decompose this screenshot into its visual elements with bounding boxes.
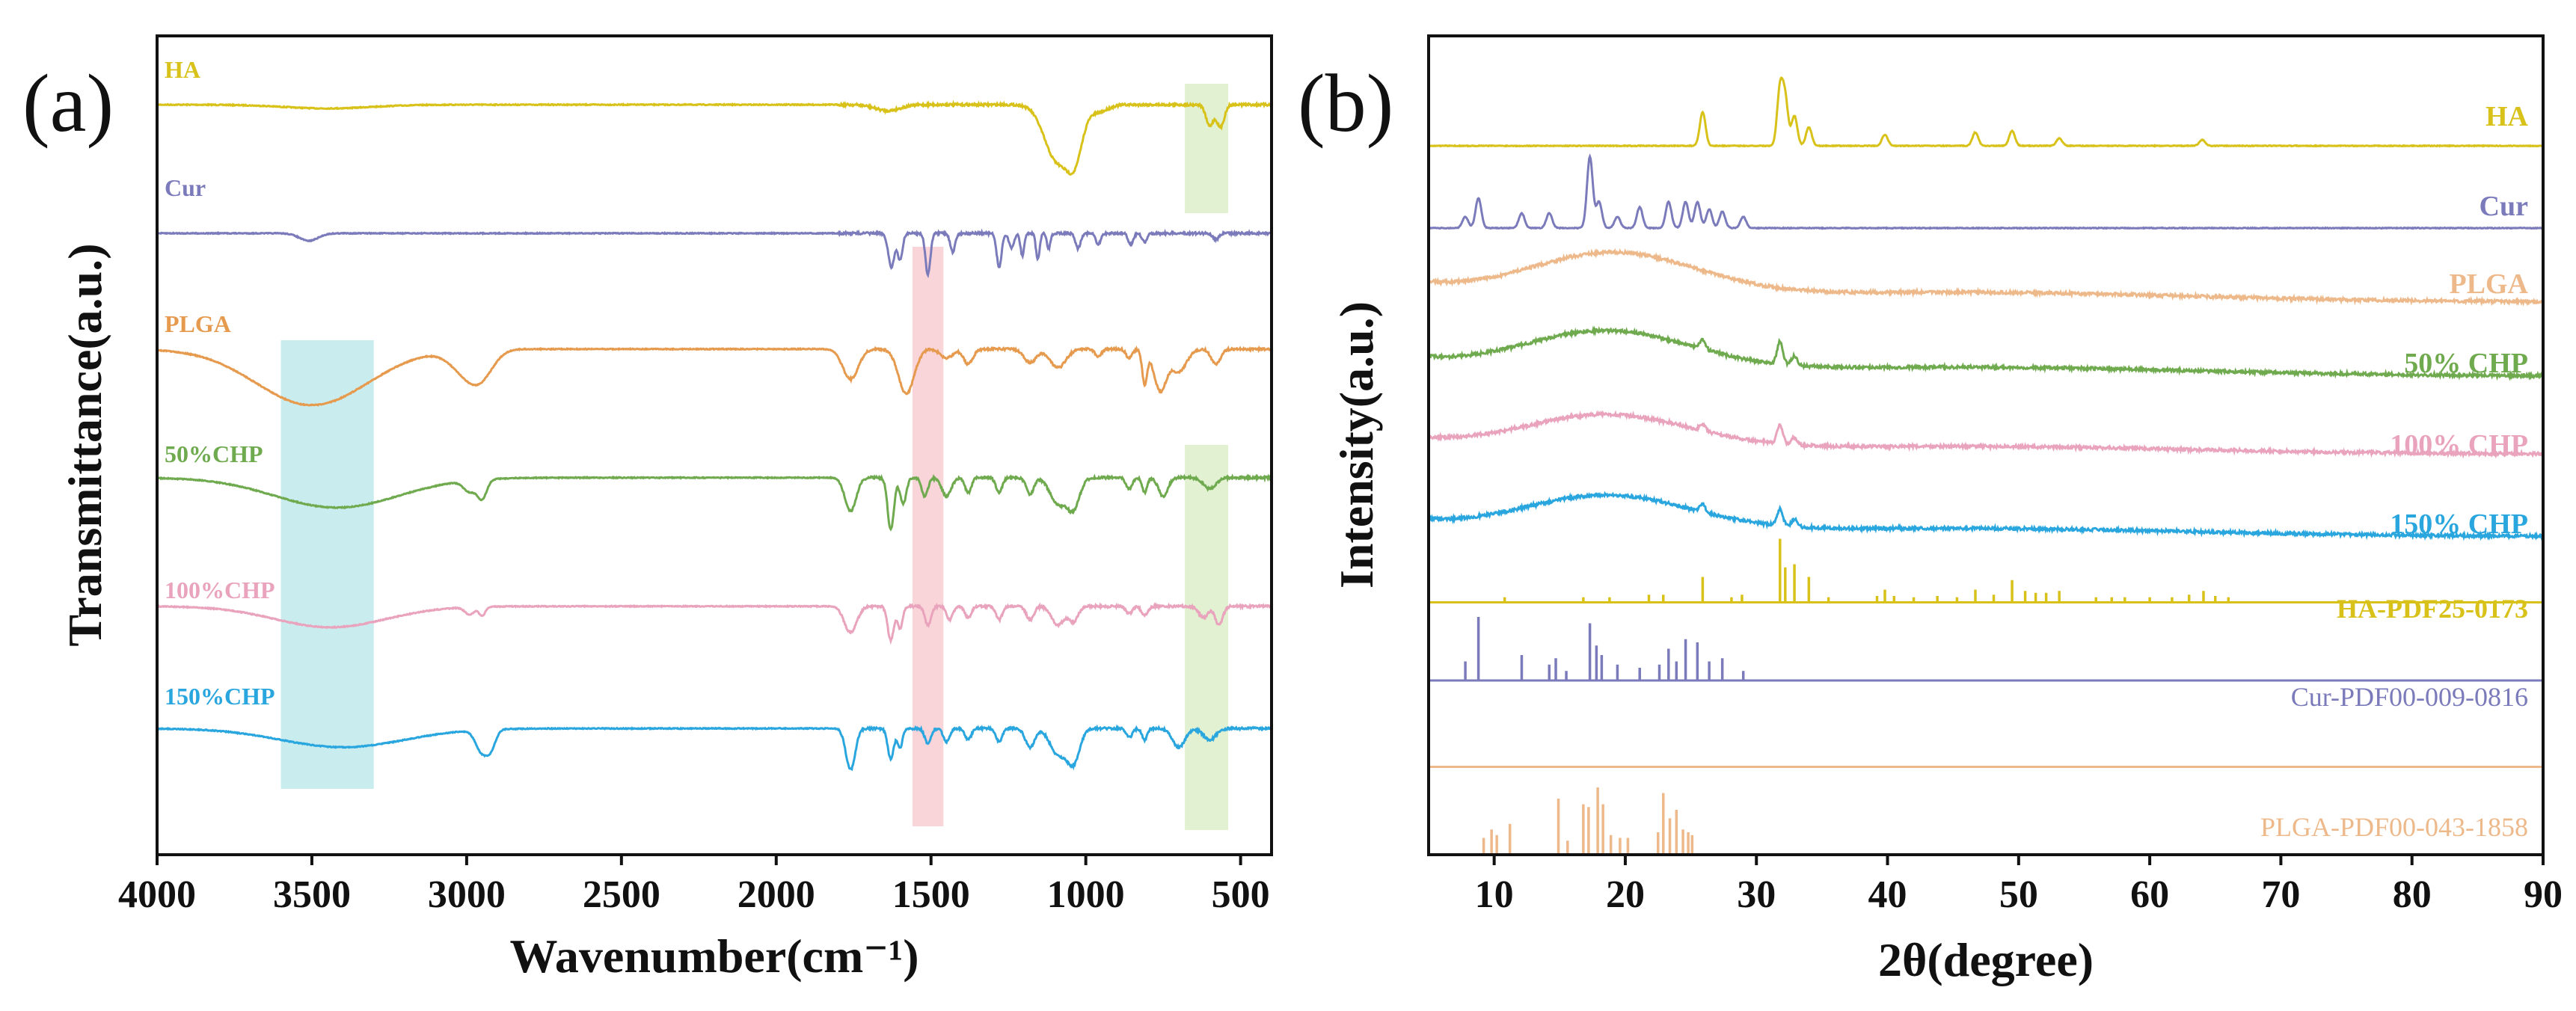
panel-a-tick-label-1500: 1500: [892, 873, 970, 916]
panel-a-label-100CHP: 100%CHP: [165, 577, 275, 603]
panel-a-series-HA: [156, 99, 1273, 176]
panel-b-tick-label-20: 20: [1606, 873, 1645, 916]
panel-a-tick-label-500: 500: [1212, 873, 1270, 916]
panel-b-label-100CHP: 100% CHP: [2390, 429, 2528, 461]
panel-b-ylabel: Intensity(a.u.): [1330, 301, 1383, 589]
panel-a-label-Cur: Cur: [165, 174, 206, 201]
panel-b-tick-label-70: 70: [2261, 873, 2300, 916]
panel-a-series-Cur: [156, 228, 1273, 279]
panel-b-chart: 10 20 30 40 50 60 70 80 90 (b) 2θ(degree) Intens…: [1298, 34, 2563, 986]
panel-b-label-150CHP: 150% CHP: [2390, 508, 2528, 540]
panel-a-xlabel: Wavenumber(cm⁻¹): [509, 929, 919, 983]
panel-a-label-HA: HA: [165, 56, 200, 83]
panel-a-tick-label-4000: 4000: [118, 873, 196, 916]
panel-b-label-PLGA: PLGA: [2449, 268, 2528, 300]
panel-a-shaded-region-3: [1185, 445, 1229, 830]
panel-b-xlabel: 2θ(degree): [1878, 933, 2094, 986]
panel-a-tick-label-3500: 3500: [273, 873, 351, 916]
panel-b-frame: [1427, 34, 2545, 856]
panel-b-label: (b): [1298, 58, 1393, 149]
panel-b-tick-label-40: 40: [1868, 873, 1907, 916]
panel-b-tick-label-30: 30: [1737, 873, 1776, 916]
panel-b-series-150CHP: [1427, 491, 2544, 541]
panel-a-label-150CHP: 150%CHP: [165, 683, 275, 710]
panel-b-label-ref-HA: HA-PDF25-0173: [2337, 594, 2528, 624]
panel-b-tick-label-50: 50: [1999, 873, 2038, 916]
panel-b-label-50CHP: 50% CHP: [2404, 348, 2528, 379]
panel-a-frame: [156, 34, 1273, 856]
panel-b-series-100CHP: [1427, 410, 2545, 459]
panel-a-label-PLGA: PLGA: [165, 310, 231, 337]
panel-a-tick-label-3000: 3000: [428, 873, 506, 916]
panel-b-series-HA: [1428, 76, 2543, 148]
panel-a-label: (a): [22, 58, 114, 149]
panel-a-shaded-region-2: [1185, 84, 1229, 213]
panel-b-label-HA: HA: [2485, 101, 2529, 132]
panel-b-tick-label-80: 80: [2393, 873, 2432, 916]
panel-a-ylabel: Transmittance(a.u.): [58, 243, 111, 646]
panel-b-series-Cur: [1428, 153, 2544, 230]
panel-a-series-100CHP: [156, 601, 1272, 645]
panel-a-shaded-region-1: [912, 247, 944, 826]
panel-a-tick-label-1000: 1000: [1047, 873, 1125, 916]
panel-a-series-50CHP: [156, 473, 1272, 532]
panel-b-tick-label-60: 60: [2130, 873, 2169, 916]
panel-a-tick-label-2000: 2000: [737, 873, 815, 916]
panel-a-chart: 4000 3500 3000 2500 2000 1500 1000 500 (a) Wave…: [22, 34, 1273, 983]
panel-a-series-PLGA: [156, 345, 1272, 407]
panel-b-label-Cur: Cur: [2480, 191, 2529, 222]
panel-a-series-150CHP: [156, 724, 1273, 772]
panel-b-series-PLGA: [1428, 248, 2544, 307]
panel-a-label-50CHP: 50%CHP: [165, 440, 263, 467]
panel-a-tick-label-2500: 2500: [583, 873, 660, 916]
panel-b-tick-label-10: 10: [1475, 873, 1514, 916]
panel-b-tick-label-90: 90: [2524, 873, 2563, 916]
panel-a-shaded-region-0: [280, 340, 374, 789]
panel-b-series-50CHP: [1428, 325, 2545, 381]
panel-b-label-ref-Cur: Cur-PDF00-009-0816: [2291, 682, 2528, 712]
panel-b-label-ref-PLGA: PLGA-PDF00-043-1858: [2260, 812, 2528, 842]
